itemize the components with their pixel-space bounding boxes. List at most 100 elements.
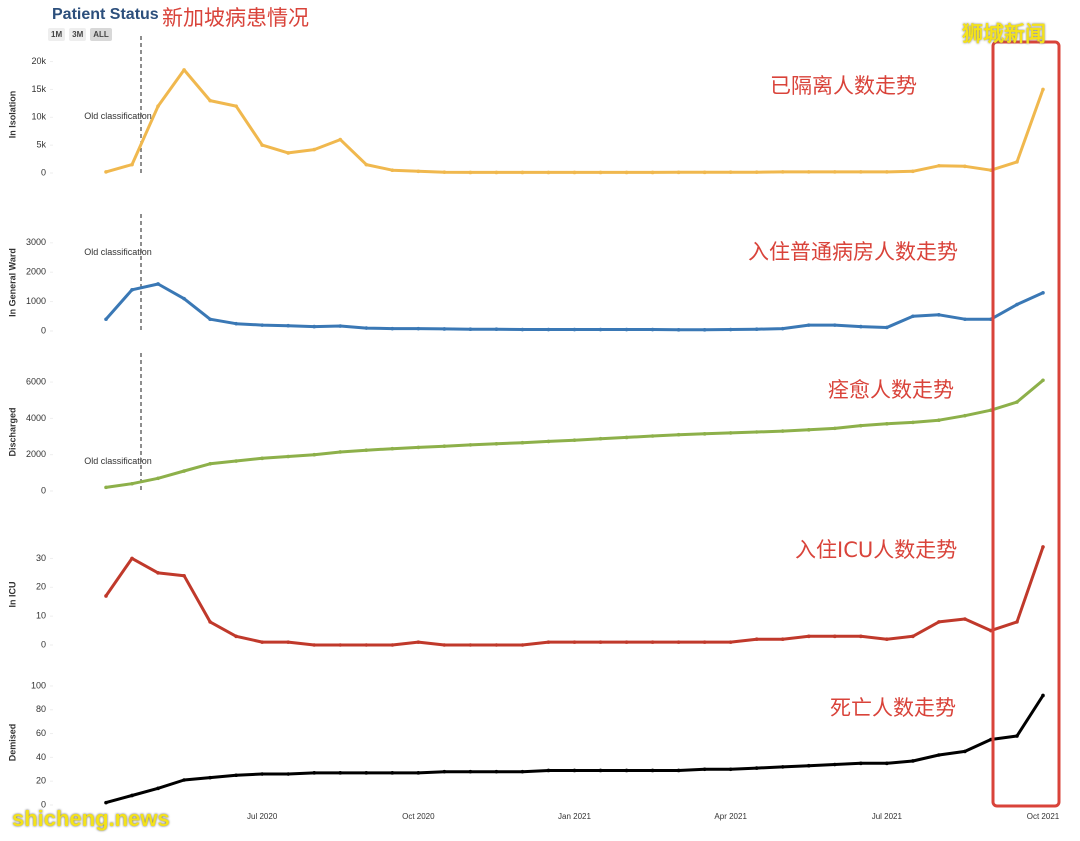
data-point xyxy=(676,768,681,773)
data-point xyxy=(702,640,707,644)
panel: Discharged 0 2000 4000 6000 xyxy=(7,353,1045,495)
data-point xyxy=(338,324,343,328)
data-point xyxy=(780,429,785,433)
annotation: 死亡人数走势 xyxy=(830,696,956,720)
x-tick-label: Jan 2021 xyxy=(558,812,591,821)
y-tick-label: 60 xyxy=(36,728,46,738)
data-point xyxy=(598,170,603,175)
y-tick-label: 40 xyxy=(36,752,46,762)
data-point xyxy=(963,617,967,621)
data-point xyxy=(780,637,785,642)
data-point xyxy=(208,317,212,322)
data-point xyxy=(572,438,577,442)
y-tick-label: 4000 xyxy=(26,413,46,423)
range-button[interactable]: ALL xyxy=(90,28,112,41)
data-point xyxy=(234,459,238,463)
data-point xyxy=(182,778,186,782)
watermark: 狮城新闻 xyxy=(962,22,1046,46)
data-point xyxy=(260,143,264,147)
y-tick-label: 15k xyxy=(31,84,46,94)
data-point xyxy=(911,314,915,319)
data-point xyxy=(494,170,499,175)
panel: In General Ward 0 1000 2000 3000 xyxy=(7,214,1045,335)
data-point xyxy=(728,640,733,644)
data-point xyxy=(468,327,473,332)
y-tick-label: 20k xyxy=(31,56,46,66)
data-point xyxy=(182,573,186,578)
data-point xyxy=(859,634,863,639)
range-button[interactable]: 1M xyxy=(48,28,66,41)
data-point xyxy=(650,768,655,773)
data-point xyxy=(598,768,603,773)
data-point xyxy=(676,328,681,332)
data-point xyxy=(546,170,551,175)
data-point xyxy=(338,450,343,454)
data-point xyxy=(208,620,212,624)
y-tick-label: 20 xyxy=(36,582,46,592)
data-point xyxy=(130,481,134,486)
data-point xyxy=(572,768,577,773)
range-button[interactable]: 3M xyxy=(69,28,87,41)
data-point xyxy=(911,634,915,639)
data-point xyxy=(234,773,238,778)
data-point xyxy=(1041,545,1045,549)
data-point xyxy=(520,170,525,175)
data-point xyxy=(859,324,863,329)
y-tick-label: 2000 xyxy=(26,449,46,459)
data-point xyxy=(104,800,108,805)
data-point xyxy=(832,762,837,767)
data-point xyxy=(156,786,160,791)
y-tick-label: 3000 xyxy=(26,237,46,247)
data-point xyxy=(702,328,707,332)
data-point xyxy=(390,168,395,173)
data-point xyxy=(832,634,837,639)
data-point xyxy=(624,435,629,440)
data-point xyxy=(624,170,629,175)
data-point xyxy=(806,763,811,768)
y-tick-label: 0 xyxy=(41,167,46,177)
data-point xyxy=(104,170,108,174)
data-point xyxy=(104,485,108,490)
data-point xyxy=(702,767,707,772)
data-point xyxy=(1041,290,1045,295)
y-tick-label: 1000 xyxy=(26,296,46,306)
data-point xyxy=(494,327,499,332)
data-point xyxy=(468,170,473,175)
data-point xyxy=(494,643,499,647)
data-point xyxy=(963,164,967,169)
y-tick-label: 2000 xyxy=(26,267,46,277)
data-point xyxy=(520,327,525,332)
data-point xyxy=(130,288,134,292)
data-point xyxy=(468,643,473,647)
y-tick-label: 0 xyxy=(41,485,46,495)
data-point xyxy=(416,771,421,775)
data-point xyxy=(806,428,811,432)
data-point xyxy=(1015,734,1019,738)
data-point xyxy=(390,771,395,775)
data-point xyxy=(702,432,707,436)
data-point xyxy=(937,313,941,317)
data-point xyxy=(937,753,941,757)
data-point xyxy=(728,431,733,435)
data-point xyxy=(1041,378,1045,383)
data-point xyxy=(494,442,499,446)
data-point xyxy=(312,643,317,647)
data-point xyxy=(885,325,889,330)
data-point xyxy=(286,151,290,155)
y-axis-title: Demised xyxy=(7,724,17,762)
data-point xyxy=(156,104,160,108)
data-point xyxy=(754,766,759,770)
data-point xyxy=(338,643,343,647)
x-tick-label: Oct 2020 xyxy=(402,812,435,821)
data-point xyxy=(728,170,733,174)
data-point xyxy=(832,323,837,327)
chart-subtitle: 新加坡病患情况 xyxy=(162,6,309,30)
data-point xyxy=(572,640,577,644)
data-point xyxy=(494,769,499,774)
data-point xyxy=(520,643,525,647)
data-point xyxy=(416,445,421,450)
data-point xyxy=(286,640,290,644)
annotation: 入住普通病房人数走势 xyxy=(748,240,958,264)
data-point xyxy=(312,147,317,152)
